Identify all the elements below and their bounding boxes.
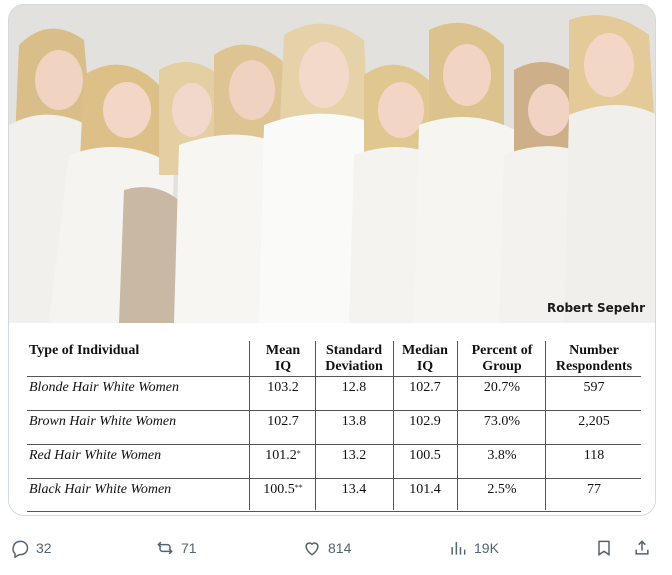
column-divider — [393, 341, 394, 510]
header-mean-1: Mean — [265, 343, 301, 358]
photo-illustration — [9, 5, 655, 323]
row-mean: 100.5** — [263, 482, 303, 497]
like-icon — [305, 542, 319, 556]
row-pct: 73.0% — [483, 414, 521, 429]
row-num: 2,205 — [578, 414, 610, 429]
row-num: 118 — [583, 448, 605, 463]
share-button[interactable] — [632, 538, 652, 558]
row-sd: 13.8 — [341, 414, 367, 429]
row-pct: 3.8% — [487, 448, 517, 463]
bookmark-icon — [598, 540, 610, 557]
row-pct: 2.5% — [487, 482, 517, 497]
views-button[interactable]: 19K — [448, 538, 499, 558]
row-median: 102.9 — [409, 414, 441, 429]
row-type: Red Hair White Women — [29, 448, 162, 463]
row-type: Blonde Hair White Women — [29, 380, 179, 395]
reply-count: 32 — [36, 540, 52, 556]
views-icon — [451, 542, 466, 555]
header-sd-2: Deviation — [325, 359, 383, 374]
media-card[interactable]: Robert Sepehr Type of Individual Mean IQ… — [8, 4, 656, 516]
repost-button[interactable]: 71 — [155, 538, 197, 558]
row-sd: 12.8 — [341, 380, 367, 395]
views-count: 19K — [474, 540, 499, 556]
header-mean-2: IQ — [274, 359, 292, 374]
like-button[interactable]: 814 — [302, 538, 351, 558]
column-divider — [315, 341, 316, 510]
row-median: 100.5 — [409, 448, 441, 463]
reply-button[interactable]: 32 — [10, 538, 52, 558]
row-mean: 103.2 — [267, 380, 299, 395]
row-median: 102.7 — [409, 380, 441, 395]
header-pct-1: Percent of — [471, 343, 533, 358]
post-photo[interactable]: Robert Sepehr — [9, 5, 655, 323]
header-sd-1: Standard — [325, 343, 383, 358]
post-actions-bar: 32 71 814 19K — [0, 528, 672, 568]
row-num: 597 — [583, 380, 605, 395]
header-median-1: Median — [402, 343, 448, 358]
column-divider — [457, 341, 458, 510]
reply-icon — [12, 540, 29, 558]
header-pct-2: Group — [482, 359, 522, 374]
column-divider — [545, 341, 546, 510]
row-divider — [27, 376, 641, 377]
header-num-2: Respondents — [555, 359, 633, 374]
row-mean: 102.7 — [267, 414, 299, 429]
row-divider — [27, 478, 641, 479]
iq-table: Type of Individual Mean IQ Standard Devi… — [9, 323, 655, 515]
row-sd: 13.4 — [341, 482, 367, 497]
row-type: Brown Hair White Women — [29, 414, 177, 429]
share-icon — [635, 540, 649, 555]
repost-count: 71 — [181, 540, 197, 556]
row-divider — [27, 444, 641, 445]
row-divider — [27, 511, 641, 512]
repost-icon — [157, 541, 173, 555]
row-sd: 13.2 — [341, 448, 367, 463]
row-median: 101.4 — [409, 482, 441, 497]
row-type: Black Hair White Women — [29, 482, 172, 497]
column-divider — [249, 341, 250, 510]
row-num: 77 — [587, 482, 601, 497]
header-type: Type of Individual — [29, 343, 140, 358]
bookmark-button[interactable] — [594, 538, 614, 558]
row-mean: 101.2* — [265, 448, 301, 463]
row-divider — [27, 410, 641, 411]
header-median-2: IQ — [416, 359, 434, 374]
row-pct: 20.7% — [483, 380, 521, 395]
photo-watermark: Robert Sepehr — [546, 301, 645, 315]
like-count: 814 — [328, 540, 352, 556]
header-num-1: Number — [569, 343, 619, 358]
